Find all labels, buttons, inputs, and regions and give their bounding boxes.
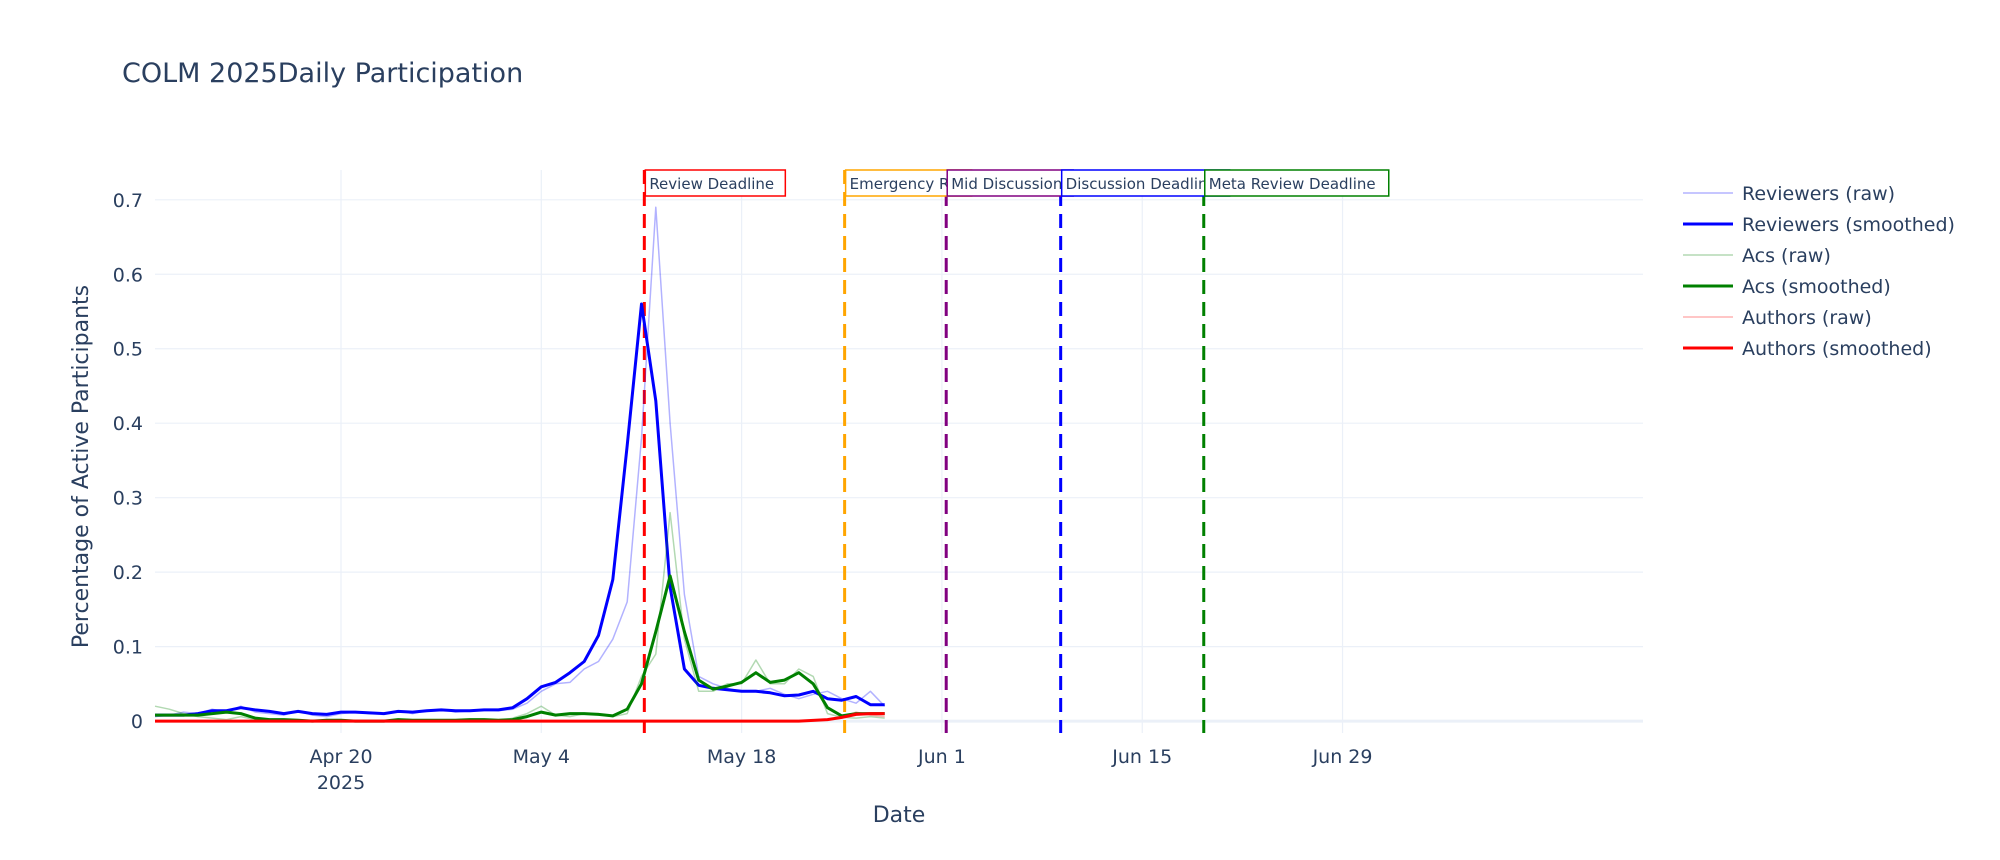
legend-label: Reviewers (smoothed) bbox=[1742, 214, 1955, 236]
series-lines bbox=[154, 206, 886, 723]
event-label: Discussion Deadline bbox=[1066, 175, 1217, 193]
x-tick-label: Jun 29 bbox=[1312, 746, 1373, 768]
y-tick-label: 0.4 bbox=[113, 413, 143, 435]
event-label: Mid Discussion bbox=[951, 175, 1062, 193]
y-tick-label: 0.2 bbox=[113, 562, 143, 584]
y-axis-title: Percentage of Active Participants bbox=[69, 285, 94, 648]
x-tick-label: Jun 1 bbox=[917, 746, 966, 768]
y-tick-label: 0.5 bbox=[113, 339, 143, 361]
y-tick-label: 0 bbox=[131, 711, 143, 733]
y-tick-label: 0.6 bbox=[113, 264, 143, 286]
legend-label: Acs (raw) bbox=[1742, 245, 1831, 267]
series-line bbox=[155, 302, 885, 717]
grid bbox=[155, 170, 1643, 733]
event-label-box bbox=[946, 169, 1074, 197]
x-tick-label: May 4 bbox=[513, 746, 570, 768]
x-tick-sublabel: 2025 bbox=[317, 772, 365, 794]
chart-title: COLM 2025Daily Participation bbox=[122, 58, 524, 89]
event-label-box bbox=[1060, 169, 1231, 197]
x-tick-label: Apr 20 bbox=[309, 746, 372, 768]
series-line bbox=[155, 574, 885, 723]
legend-label: Authors (raw) bbox=[1742, 307, 1872, 329]
event-lines bbox=[642, 170, 1206, 733]
event-label-box bbox=[1204, 169, 1390, 197]
x-axis-title: Date bbox=[873, 803, 926, 828]
event-label-box bbox=[644, 169, 787, 197]
event-label: Review Deadline bbox=[649, 175, 774, 193]
event-label: Meta Review Deadline bbox=[1209, 175, 1376, 193]
legend: Reviewers (raw) Reviewers (smoothed) Acs (… bbox=[1683, 183, 1955, 360]
x-tick-label: Jun 15 bbox=[1111, 746, 1172, 768]
y-tick-label: 0.1 bbox=[113, 637, 143, 659]
y-tick-label: 0.3 bbox=[113, 488, 143, 510]
series-line bbox=[154, 206, 886, 718]
legend-label: Authors (smoothed) bbox=[1742, 338, 1932, 360]
event-label: Emergency Rev bbox=[850, 175, 967, 193]
x-tick-label: May 18 bbox=[707, 746, 777, 768]
legend-label: Acs (smoothed) bbox=[1742, 276, 1891, 298]
series-line bbox=[155, 712, 885, 723]
legend-label: Reviewers (raw) bbox=[1742, 183, 1895, 205]
axes: 0 0.1 0.2 0.3 0.4 0.5 0.6 0.7 Apr 20 2025 May 4 May… bbox=[69, 190, 1372, 828]
y-tick-label: 0.7 bbox=[113, 190, 143, 212]
